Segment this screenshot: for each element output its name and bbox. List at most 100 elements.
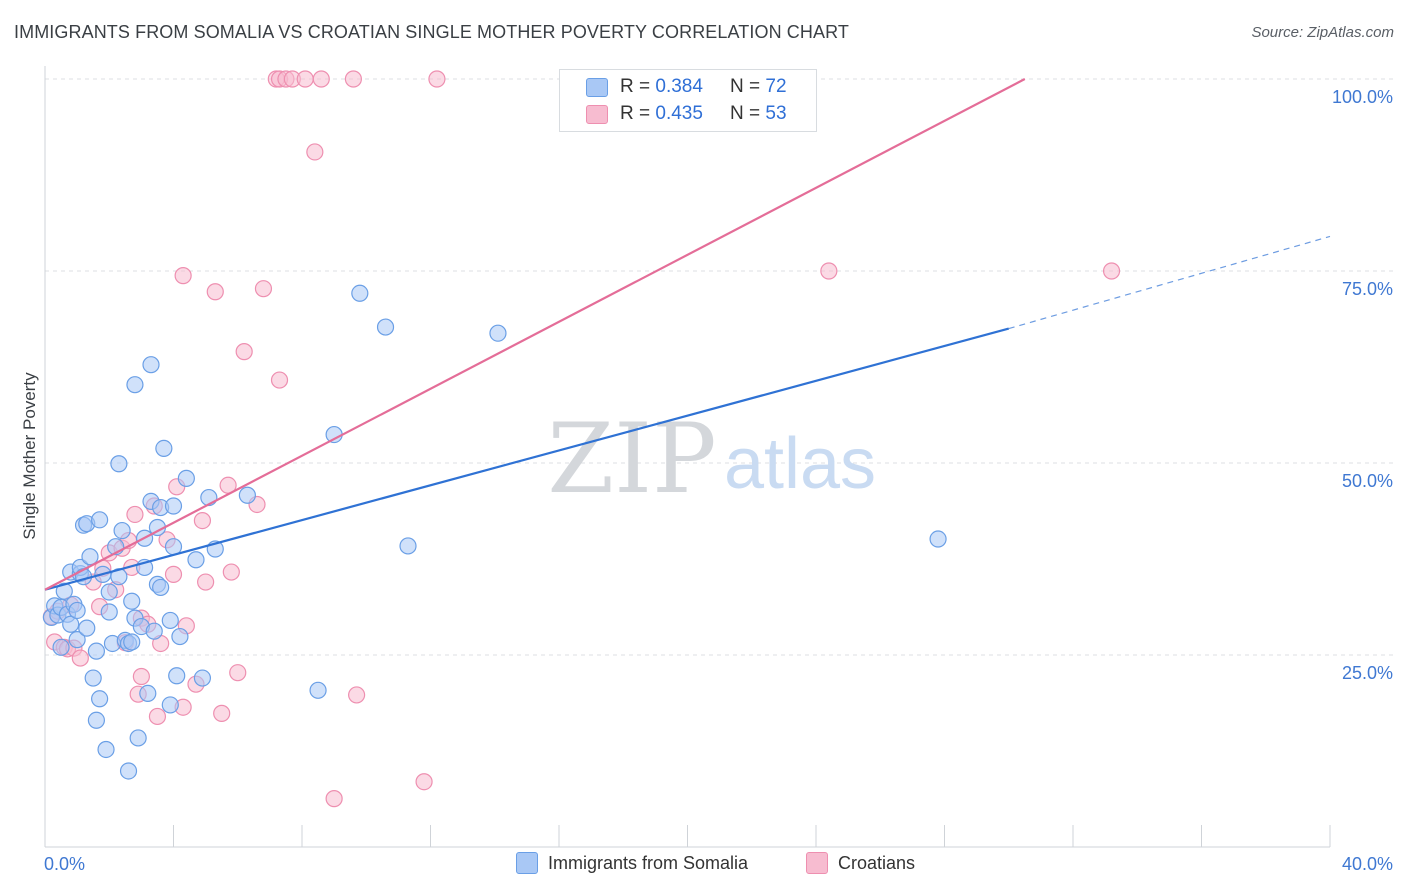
somalia-point bbox=[399, 537, 417, 555]
croatians-point bbox=[348, 686, 366, 704]
somalia-point bbox=[489, 324, 507, 342]
somalia-point bbox=[123, 633, 141, 651]
x-tick-label: 40.0% bbox=[1342, 854, 1393, 874]
legend-n-value: 72 bbox=[765, 76, 787, 97]
watermark-atlas: atlas bbox=[724, 424, 876, 504]
somalia-point bbox=[119, 762, 138, 780]
axes bbox=[44, 66, 1331, 848]
somalia-point bbox=[164, 497, 183, 515]
croatians-point bbox=[71, 649, 89, 667]
croatians-point bbox=[132, 667, 150, 686]
somalia-point bbox=[129, 729, 147, 747]
croatians-point bbox=[213, 704, 231, 722]
croatians-point bbox=[164, 565, 183, 583]
somalia-point bbox=[161, 696, 179, 714]
croatians-point bbox=[126, 505, 144, 524]
croatians-point bbox=[415, 773, 433, 791]
croatians-point bbox=[270, 371, 289, 389]
legend-r-value: 0.384 bbox=[655, 76, 703, 97]
somalia-point bbox=[113, 521, 131, 540]
croatians-point bbox=[235, 343, 253, 361]
somalia-point bbox=[929, 530, 947, 548]
bottom-legend-label-somalia: Immigrants from Somalia bbox=[548, 852, 749, 873]
somalia-point bbox=[238, 486, 256, 504]
somalia-point bbox=[376, 318, 395, 336]
croatians-point bbox=[344, 70, 362, 88]
x-tick-label: 0.0% bbox=[44, 854, 85, 874]
somalia-point bbox=[97, 740, 115, 759]
croatians-point bbox=[820, 262, 838, 280]
somalia-point bbox=[68, 631, 86, 649]
source-label: Source: ZipAtlas.com bbox=[1251, 24, 1394, 41]
croatians-point bbox=[254, 280, 273, 298]
bottom-swatch-pink bbox=[806, 852, 828, 874]
somalia-point bbox=[155, 439, 173, 458]
somalia-point bbox=[161, 611, 179, 630]
somalia-point bbox=[309, 681, 327, 699]
croatians-point bbox=[206, 283, 224, 301]
croatians-point bbox=[222, 563, 240, 581]
watermark: ZIP atlas bbox=[547, 403, 876, 515]
legend-r-value: 0.435 bbox=[655, 103, 703, 124]
somalia-point bbox=[152, 578, 170, 597]
grid-lines bbox=[45, 78, 1395, 656]
legend-r-label: R = bbox=[620, 76, 656, 97]
croatians-point bbox=[312, 70, 330, 88]
somalia-point bbox=[177, 469, 195, 487]
croatians-point bbox=[148, 707, 167, 726]
chart-title: IMMIGRANTS FROM SOMALIA VS CROATIAN SING… bbox=[14, 22, 849, 42]
somalia-point bbox=[142, 356, 160, 374]
legend-swatch-blue bbox=[586, 78, 608, 97]
legend-swatch-pink bbox=[586, 105, 608, 124]
croatians-point bbox=[325, 790, 343, 808]
croatians-point bbox=[229, 664, 247, 682]
somalia-point bbox=[168, 667, 186, 685]
somalia-trend-line bbox=[44, 327, 1010, 591]
somalia-point bbox=[68, 601, 86, 620]
somalia-point bbox=[91, 690, 109, 708]
legend-r-label: R = bbox=[620, 103, 656, 124]
somalia-point bbox=[62, 615, 80, 633]
croatians-point bbox=[174, 267, 192, 285]
tick-labels: 25.0% 50.0% 75.0% 100.0% 0.0% 40.0% bbox=[44, 87, 1393, 874]
bottom-legend-label-croatians: Croatians bbox=[838, 852, 916, 873]
somalia-point bbox=[171, 627, 189, 646]
somalia-point bbox=[84, 669, 102, 687]
croatians-trend-line bbox=[44, 78, 1026, 591]
trend-lines bbox=[44, 78, 1331, 591]
croatians-point bbox=[428, 70, 446, 88]
croatians-point bbox=[296, 70, 314, 88]
watermark-zip: ZIP bbox=[547, 403, 716, 515]
bottom-legend-croatians: Croatians bbox=[806, 852, 915, 874]
somalia-point bbox=[100, 603, 118, 621]
croatians-point bbox=[197, 573, 215, 591]
somalia-point bbox=[78, 619, 96, 637]
somalia-point bbox=[187, 551, 205, 569]
somalia-point bbox=[91, 511, 109, 529]
croatians-point bbox=[1102, 262, 1121, 280]
somalia-point bbox=[55, 582, 73, 600]
stats-legend: R = 0.384 N = 72 R = 0.435 N = 53 bbox=[559, 69, 817, 132]
somalia-point bbox=[110, 455, 128, 473]
somalia-point bbox=[193, 669, 212, 687]
legend-n-label: N = bbox=[730, 103, 766, 124]
somalia-trend-extension bbox=[1008, 235, 1331, 330]
somalia-point bbox=[123, 592, 141, 610]
y-tick-label: 100.0% bbox=[1332, 87, 1393, 107]
croatians-point bbox=[306, 143, 324, 161]
y-tick-label: 50.0% bbox=[1342, 471, 1393, 491]
croatians-point bbox=[193, 511, 212, 530]
legend-n-value: 53 bbox=[765, 103, 787, 124]
bottom-swatch-blue bbox=[516, 852, 538, 874]
somalia-point bbox=[351, 284, 369, 302]
somalia-point bbox=[87, 642, 106, 660]
somalia-point bbox=[100, 583, 118, 601]
somalia-point bbox=[52, 638, 70, 656]
y-tick-label: 75.0% bbox=[1342, 279, 1393, 299]
y-tick-label: 25.0% bbox=[1342, 663, 1393, 683]
somalia-point bbox=[87, 711, 106, 729]
somalia-point bbox=[81, 548, 99, 566]
legend-n-label: N = bbox=[730, 76, 766, 97]
somalia-point bbox=[139, 684, 157, 703]
